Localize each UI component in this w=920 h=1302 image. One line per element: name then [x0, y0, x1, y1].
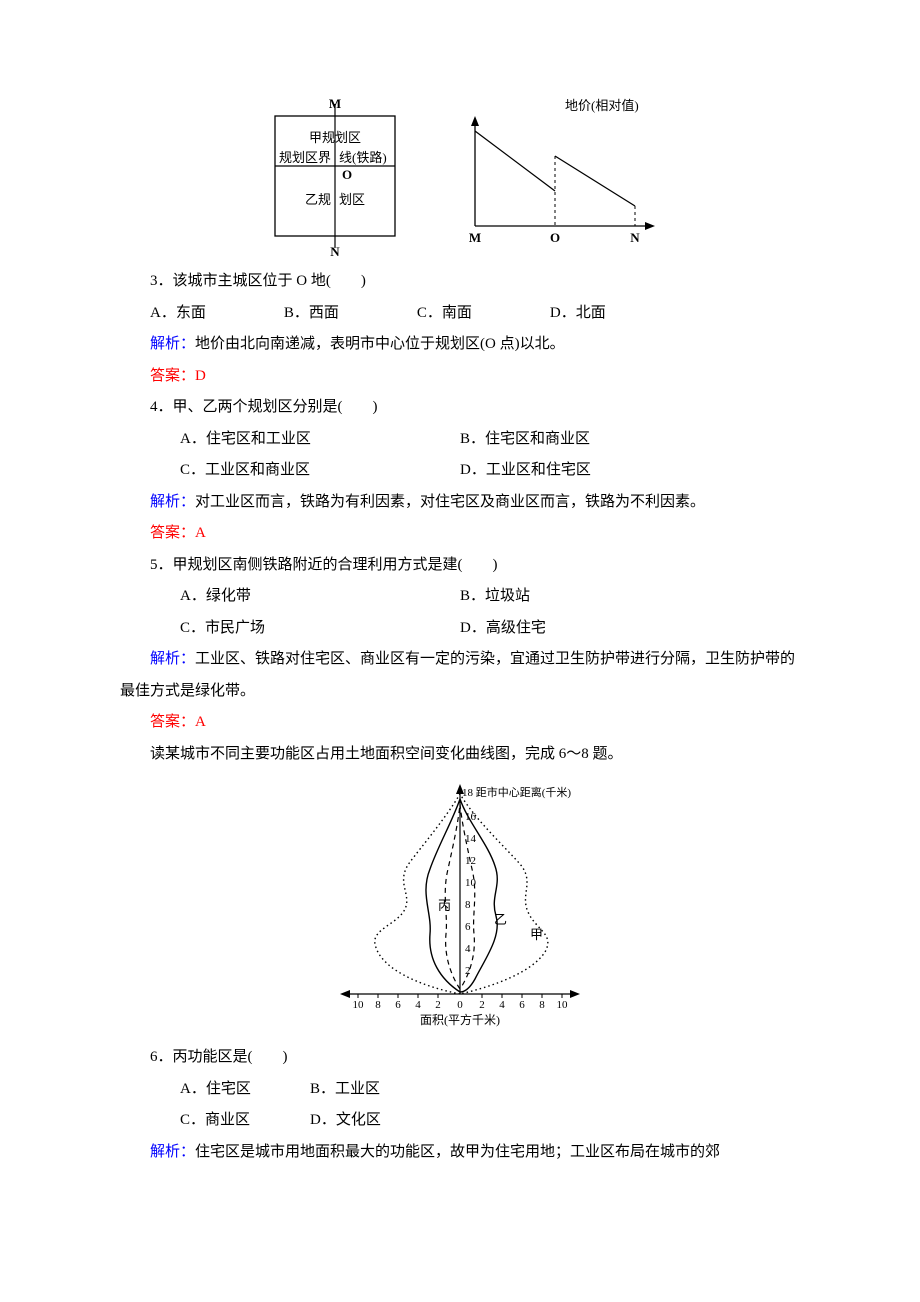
q4-D: D．工业区和住宅区 — [460, 462, 591, 478]
fig1-top-label: 甲规划区 — [309, 130, 361, 145]
q6-exp-label: 解析： — [150, 1144, 195, 1160]
fig1-mid-label-l: 规划区界 — [279, 150, 331, 165]
q3-ans: D — [195, 368, 206, 384]
svg-text:4: 4 — [415, 999, 421, 1011]
fig2-chart: 1086 420 246 810 246 81012 1416 18 距市中心距… — [320, 774, 600, 1034]
q6-B: B．工业区 — [310, 1081, 380, 1097]
q4-explanation: 解析：对工业区而言，铁路为有利因素，对住宅区及商业区而言，铁路为不利因素。 — [120, 487, 800, 519]
q3-options: A．东面 B．西面 C．南面 D．北面 — [120, 298, 800, 330]
svg-text:2: 2 — [479, 999, 485, 1011]
q5-B: B．垃圾站 — [460, 588, 530, 604]
q5-D: D．高级住宅 — [460, 620, 546, 636]
q6-D: D．文化区 — [310, 1112, 381, 1128]
fig2-xticks: 10 8 6 4 2 0 2 4 6 8 10 — [353, 999, 569, 1011]
fig2-label-bing: 丙 — [438, 898, 451, 913]
q5-ans-label: 答案： — [150, 714, 195, 730]
fig1r-M: M — [469, 230, 481, 245]
fig1-label-M: M — [329, 96, 341, 111]
fig1r-N: N — [630, 230, 640, 245]
q5-ans: A — [195, 714, 206, 730]
svg-text:6: 6 — [395, 999, 401, 1011]
q6-A: A．住宅区 — [150, 1074, 310, 1106]
svg-text:6: 6 — [519, 999, 525, 1011]
svg-text:10: 10 — [353, 999, 365, 1011]
q3-stem: 3．该城市主城区位于 O 地( ) — [120, 266, 800, 298]
fig1-label-N: N — [330, 244, 340, 256]
q4-stem: 4．甲、乙两个规划区分别是( ) — [120, 392, 800, 424]
svg-text:8: 8 — [539, 999, 545, 1011]
q6-stem: 6．丙功能区是( ) — [120, 1042, 800, 1074]
q4-ans: A — [195, 525, 206, 541]
fig1-mid-label-r: 线(铁路) — [339, 150, 387, 165]
fig2-label-jia: 甲 — [530, 927, 543, 942]
q6-exp-text: 住宅区是城市用地面积最大的功能区，故甲为住宅用地；工业区布局在城市的郊 — [195, 1144, 720, 1160]
fig2-curve-jia — [375, 794, 548, 994]
q5-exp-label: 解析： — [150, 651, 195, 667]
svg-text:10: 10 — [557, 999, 569, 1011]
q6-explanation: 解析：住宅区是城市用地面积最大的功能区，故甲为住宅用地；工业区布局在城市的郊 — [120, 1137, 800, 1169]
q4-A: A．住宅区和工业区 — [150, 424, 460, 456]
q4-ans-label: 答案： — [150, 525, 195, 541]
q5-stem: 5．甲规划区南侧铁路附近的合理利用方式是建( ) — [120, 550, 800, 582]
q6-opts-row1: A．住宅区B．工业区 — [120, 1074, 800, 1106]
q3-exp-label: 解析： — [150, 336, 195, 352]
fig2-label-yi: 乙 — [494, 912, 507, 927]
svg-text:4: 4 — [499, 999, 505, 1011]
q4-B: B．住宅区和商业区 — [460, 431, 590, 447]
svg-text:6: 6 — [465, 921, 471, 933]
q5-opts-row1: A．绿化带B．垃圾站 — [120, 581, 800, 613]
svg-text:2: 2 — [435, 999, 441, 1011]
figure-2: 1086 420 246 810 246 81012 1416 18 距市中心距… — [120, 774, 800, 1034]
fig1-label-O: O — [342, 167, 352, 182]
q3-ans-label: 答案： — [150, 368, 195, 384]
q3-explanation: 解析：地价由北向南递减，表明市中心位于规划区(O 点)以北。 — [120, 329, 800, 361]
q4-exp-label: 解析： — [150, 494, 195, 510]
q3-D: D．北面 — [520, 298, 606, 330]
q4-C: C．工业区和商业区 — [150, 455, 460, 487]
q4-answer: 答案：A — [120, 518, 800, 550]
fig1-bot-label-r: 划区 — [339, 192, 365, 207]
q5-opts-row2: C．市民广场D．高级住宅 — [120, 613, 800, 645]
fig2-title-top: 18 距市中心距离(千米) — [462, 785, 571, 799]
svg-text:8: 8 — [375, 999, 381, 1011]
fig2-xlabel: 面积(平方千米) — [420, 1012, 500, 1027]
svg-text:0: 0 — [457, 999, 463, 1011]
q3-A: A．东面 — [120, 298, 206, 330]
q3-B: B．西面 — [254, 298, 339, 330]
fig1-left-diagram: M O N 甲规划区 规划区界 线(铁路) 乙规 划区 — [255, 96, 415, 256]
q4-exp-text: 对工业区而言，铁路为有利因素，对住宅区及商业区而言，铁路为不利因素。 — [195, 494, 705, 510]
figure-1: M O N 甲规划区 规划区界 线(铁路) 乙规 划区 地价(相对值) M O … — [120, 96, 800, 256]
q6-C: C．商业区 — [150, 1105, 310, 1137]
q5-exp-text: 工业区、铁路对住宅区、商业区有一定的污染，宜通过卫生防护带进行分隔，卫生防护带的… — [120, 651, 795, 699]
q5-A: A．绿化带 — [150, 581, 460, 613]
q5-explanation: 解析：工业区、铁路对住宅区、商业区有一定的污染，宜通过卫生防护带进行分隔，卫生防… — [120, 644, 800, 707]
q6-opts-row2: C．商业区D．文化区 — [120, 1105, 800, 1137]
fig1-ylabel: 地价(相对值) — [565, 98, 639, 113]
q5-answer: 答案：A — [120, 707, 800, 739]
q3-answer: 答案：D — [120, 361, 800, 393]
q3-C: C．南面 — [387, 298, 472, 330]
fig1-bot-label-l: 乙规 — [305, 192, 331, 207]
q4-opts-row2: C．工业区和商业区D．工业区和住宅区 — [120, 455, 800, 487]
fig1-right-chart: 地价(相对值) M O N — [455, 96, 665, 256]
q3-exp-text: 地价由北向南递减，表明市中心位于规划区(O 点)以北。 — [195, 336, 565, 352]
intro-2: 读某城市不同主要功能区占用土地面积空间变化曲线图，完成 6～8 题。 — [120, 739, 800, 771]
fig1r-O: O — [550, 230, 560, 245]
svg-text:4: 4 — [465, 943, 471, 955]
q4-opts-row1: A．住宅区和工业区B．住宅区和商业区 — [120, 424, 800, 456]
q5-C: C．市民广场 — [150, 613, 460, 645]
svg-text:8: 8 — [465, 899, 471, 911]
